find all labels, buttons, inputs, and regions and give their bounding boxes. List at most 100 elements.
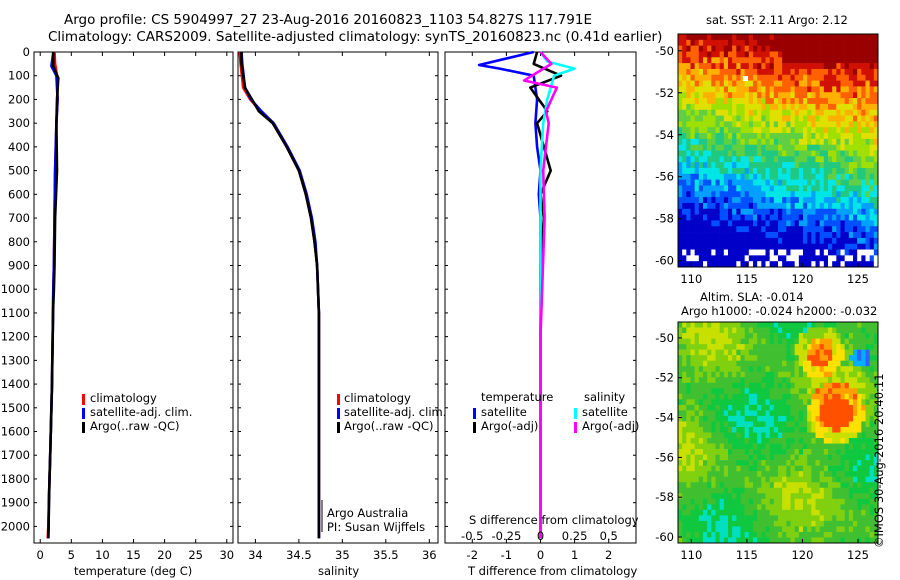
- sla-cell: [828, 487, 833, 494]
- sla-cell: [744, 371, 750, 378]
- sst-cell: [869, 237, 875, 245]
- sla-cell: [707, 377, 712, 384]
- sst-cell: [761, 57, 766, 64]
- sst-cell: [778, 34, 783, 41]
- sst-cell: [728, 80, 733, 87]
- sla-cell: [823, 443, 829, 450]
- sst-cell: [694, 255, 700, 262]
- sst-cell: [815, 68, 820, 76]
- sla-cell: [686, 465, 691, 472]
- sla-cell: [703, 399, 708, 406]
- sla-cell: [815, 322, 820, 328]
- sla-cell: [757, 454, 762, 461]
- sst-cell: [798, 51, 804, 58]
- sst-cell: [698, 80, 704, 87]
- sst-cell: [711, 127, 716, 134]
- sla-cell: [869, 526, 875, 533]
- sst-cell: [740, 179, 745, 186]
- sst-cell: [682, 255, 687, 262]
- depth-tick-label: 2000: [1, 519, 30, 533]
- sla-cell: [819, 360, 825, 367]
- sst-cell: [807, 226, 812, 233]
- sla-cell: [840, 366, 845, 373]
- sst-cell: [765, 208, 770, 215]
- sla-cell: [869, 415, 875, 422]
- sst-cell: [873, 179, 879, 186]
- sla-cell: [778, 344, 783, 350]
- sst-cell: [682, 214, 687, 221]
- sla-cell: [819, 493, 825, 500]
- sst-cell: [865, 202, 870, 210]
- sst-cell: [857, 150, 862, 157]
- sst-cell: [857, 45, 862, 52]
- sla-cell: [719, 520, 725, 527]
- sal-legend-argo: Argo(..raw -QC): [344, 419, 434, 433]
- sla-cell: [778, 399, 783, 406]
- sst-cell: [765, 173, 770, 180]
- sla-cell: [711, 388, 716, 395]
- sst-cell: [857, 133, 862, 140]
- sla-cell: [861, 476, 866, 483]
- sla-cell: [744, 327, 750, 334]
- sla-cell: [765, 382, 770, 389]
- sst-cell: [740, 74, 745, 81]
- sla-cell: [869, 360, 875, 367]
- sst-cell: [719, 243, 725, 250]
- sst-cell: [698, 179, 704, 186]
- sst-cell: [682, 92, 687, 99]
- sst-cell: [698, 202, 704, 210]
- sla-cell: [865, 338, 870, 345]
- sla-cell: [719, 449, 725, 455]
- sst-cell: [698, 57, 704, 64]
- sst-cell: [828, 261, 833, 268]
- sst-cell: [807, 255, 812, 262]
- sla-cell: [711, 454, 716, 461]
- sst-cell: [694, 51, 700, 58]
- sla-cell: [686, 443, 691, 450]
- sla-cell: [844, 382, 850, 389]
- sst-cell: [694, 243, 700, 250]
- sla-cell: [857, 349, 862, 356]
- sst-cell: [815, 127, 820, 134]
- sla-cell: [840, 520, 845, 527]
- sst-cell: [848, 208, 854, 215]
- sst-cell: [815, 226, 820, 233]
- sst-cell: [711, 226, 716, 233]
- sst-cell: [761, 92, 766, 99]
- sla-cell: [844, 327, 850, 334]
- sst-cell: [736, 156, 741, 163]
- sst-cell: [803, 185, 808, 192]
- sla-cell: [815, 526, 820, 533]
- sla-cell: [769, 377, 775, 384]
- sla-cell: [753, 443, 758, 450]
- sla-cell: [765, 531, 770, 538]
- sst-cell: [736, 220, 741, 227]
- sst-cell: [682, 197, 687, 204]
- sst-cell: [869, 109, 875, 116]
- sla-cell: [732, 537, 737, 544]
- sla-cell: [686, 421, 691, 428]
- sla-cell: [853, 366, 858, 373]
- sla-cell: [807, 504, 812, 511]
- sst-cell: [790, 144, 795, 151]
- sst-cell: [819, 98, 825, 105]
- sla-cell: [832, 333, 837, 339]
- sst-cell: [815, 74, 820, 81]
- sst-cell: [798, 255, 804, 262]
- diff-xlabel-top: S difference from climatology: [469, 513, 639, 527]
- sst-cell: [715, 127, 720, 134]
- sla-cell: [853, 443, 858, 450]
- sla-cell: [840, 399, 845, 406]
- sst-cell: [707, 237, 712, 245]
- sst-cell: [861, 156, 866, 163]
- sst-cell: [711, 255, 716, 262]
- sst-cell: [723, 68, 729, 76]
- sst-cell: [815, 86, 820, 93]
- sst-cell: [711, 74, 716, 81]
- sst-cell: [836, 237, 841, 245]
- sst-cell: [744, 138, 750, 145]
- sst-cell: [782, 232, 787, 239]
- sla-cell: [865, 344, 870, 350]
- sla-cell: [873, 371, 879, 378]
- sla-cell: [686, 327, 691, 334]
